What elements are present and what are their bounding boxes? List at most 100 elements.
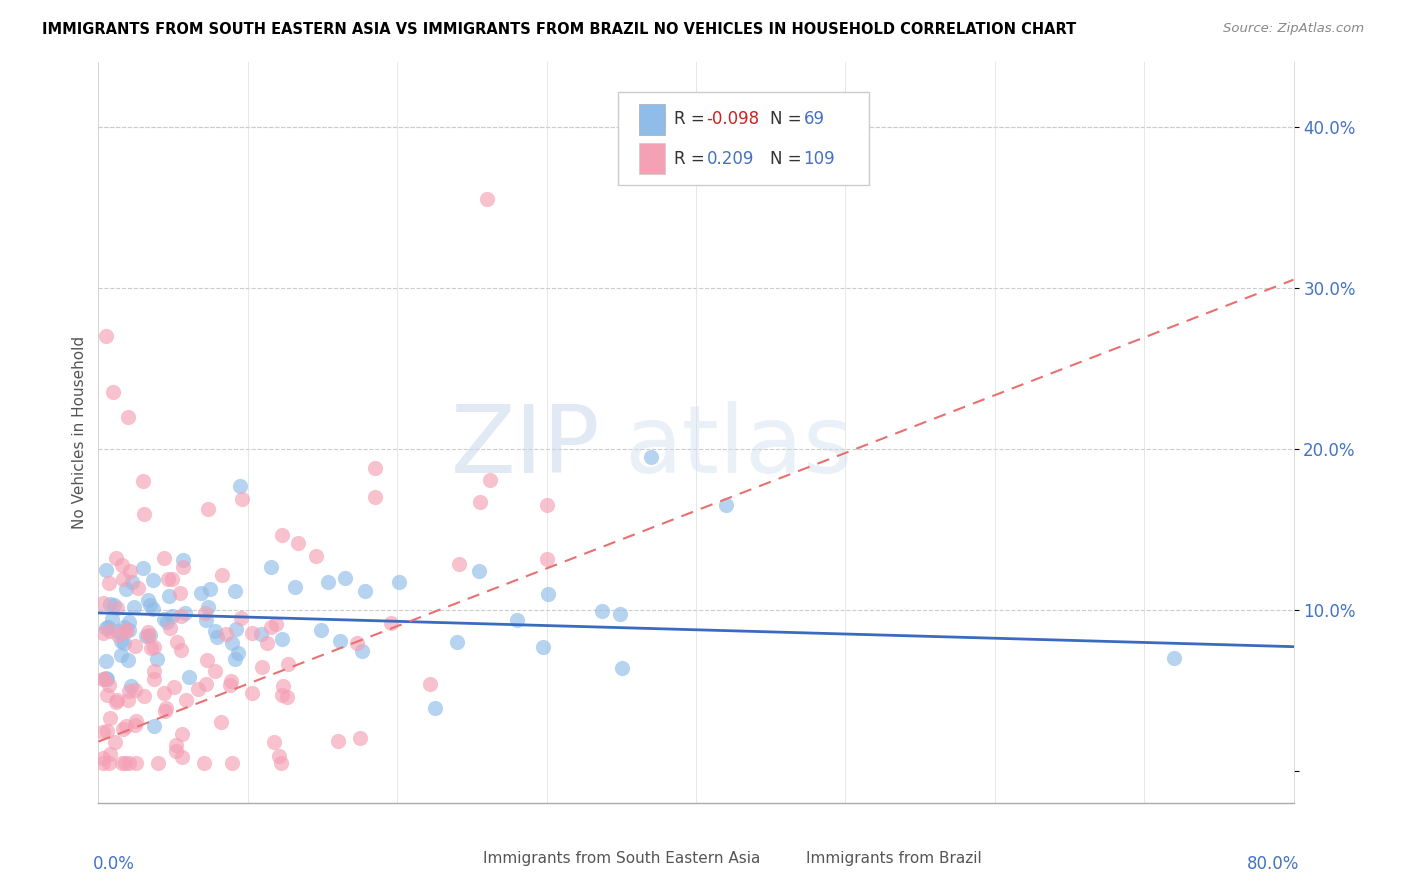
- Point: [97, 619, 120, 633]
- Point: [94, 654, 117, 668]
- Point: [132, 474, 155, 488]
- Point: [96, 723, 118, 738]
- Point: [120, 679, 142, 693]
- Point: [124, 682, 146, 697]
- Point: [94, 329, 117, 343]
- Point: [270, 756, 292, 770]
- Point: [449, 557, 471, 571]
- Text: 0.209: 0.209: [707, 150, 754, 168]
- Point: [506, 613, 529, 627]
- Text: R =: R =: [675, 150, 710, 168]
- Point: [143, 665, 166, 679]
- Point: [104, 550, 127, 565]
- Point: [159, 621, 181, 635]
- Point: [197, 502, 219, 516]
- Text: ZIP: ZIP: [451, 401, 600, 493]
- Point: [93, 596, 115, 610]
- Point: [112, 636, 135, 650]
- Point: [475, 192, 498, 206]
- Point: [209, 715, 232, 730]
- Point: [170, 750, 193, 764]
- Point: [118, 756, 141, 770]
- Text: N =: N =: [770, 150, 807, 168]
- Point: [101, 612, 124, 626]
- Point: [136, 629, 159, 643]
- Point: [329, 634, 352, 648]
- Point: [115, 624, 138, 638]
- Point: [225, 622, 247, 636]
- Point: [160, 608, 183, 623]
- Point: [127, 581, 149, 595]
- Point: [94, 671, 117, 685]
- Point: [97, 678, 120, 692]
- Point: [224, 652, 246, 666]
- Point: [270, 688, 292, 702]
- Point: [98, 624, 121, 638]
- Point: [364, 491, 387, 505]
- Point: [193, 756, 215, 770]
- Point: [354, 584, 377, 599]
- Point: [249, 627, 271, 641]
- Point: [714, 498, 737, 512]
- Point: [388, 574, 411, 589]
- Point: [316, 574, 339, 589]
- Point: [112, 572, 135, 586]
- Point: [115, 719, 138, 733]
- Point: [260, 620, 283, 634]
- Point: [136, 592, 159, 607]
- Point: [142, 640, 165, 655]
- Point: [121, 575, 143, 590]
- Text: -0.098: -0.098: [707, 111, 759, 128]
- Point: [335, 571, 357, 585]
- Point: [174, 693, 197, 707]
- Text: 109: 109: [804, 150, 835, 168]
- Point: [91, 756, 114, 770]
- Bar: [638, 103, 665, 135]
- Point: [195, 652, 218, 666]
- Point: [271, 632, 294, 647]
- Point: [169, 608, 191, 623]
- Point: [468, 495, 491, 509]
- Point: [96, 689, 118, 703]
- Point: [536, 498, 558, 512]
- Point: [107, 627, 129, 641]
- Point: [172, 560, 194, 574]
- Point: [135, 629, 157, 643]
- Point: [105, 601, 128, 615]
- Point: [157, 589, 180, 603]
- Point: [146, 652, 169, 666]
- Point: [271, 679, 294, 693]
- Point: [104, 735, 127, 749]
- Point: [139, 640, 162, 655]
- Point: [172, 553, 194, 567]
- Point: [111, 756, 134, 770]
- Point: [124, 639, 146, 653]
- Point: [229, 479, 252, 493]
- Point: [153, 686, 176, 700]
- Point: [111, 558, 134, 572]
- Point: [179, 670, 201, 684]
- Point: [124, 714, 146, 729]
- Point: [93, 672, 115, 686]
- Text: Immigrants from South Eastern Asia: Immigrants from South Eastern Asia: [484, 851, 761, 866]
- Point: [231, 491, 253, 506]
- Point: [103, 385, 125, 400]
- Point: [349, 731, 371, 745]
- Point: [98, 747, 121, 761]
- Point: [326, 734, 349, 748]
- Point: [170, 642, 193, 657]
- Point: [174, 606, 197, 620]
- Point: [211, 568, 233, 582]
- Point: [146, 756, 169, 770]
- Point: [221, 636, 243, 650]
- Point: [153, 551, 176, 566]
- Point: [640, 450, 662, 464]
- Point: [163, 680, 186, 694]
- Point: [153, 704, 176, 718]
- Point: [197, 599, 219, 614]
- Point: [609, 607, 631, 621]
- Point: [610, 661, 633, 675]
- Point: [115, 582, 138, 596]
- Point: [380, 615, 402, 630]
- Point: [112, 620, 135, 634]
